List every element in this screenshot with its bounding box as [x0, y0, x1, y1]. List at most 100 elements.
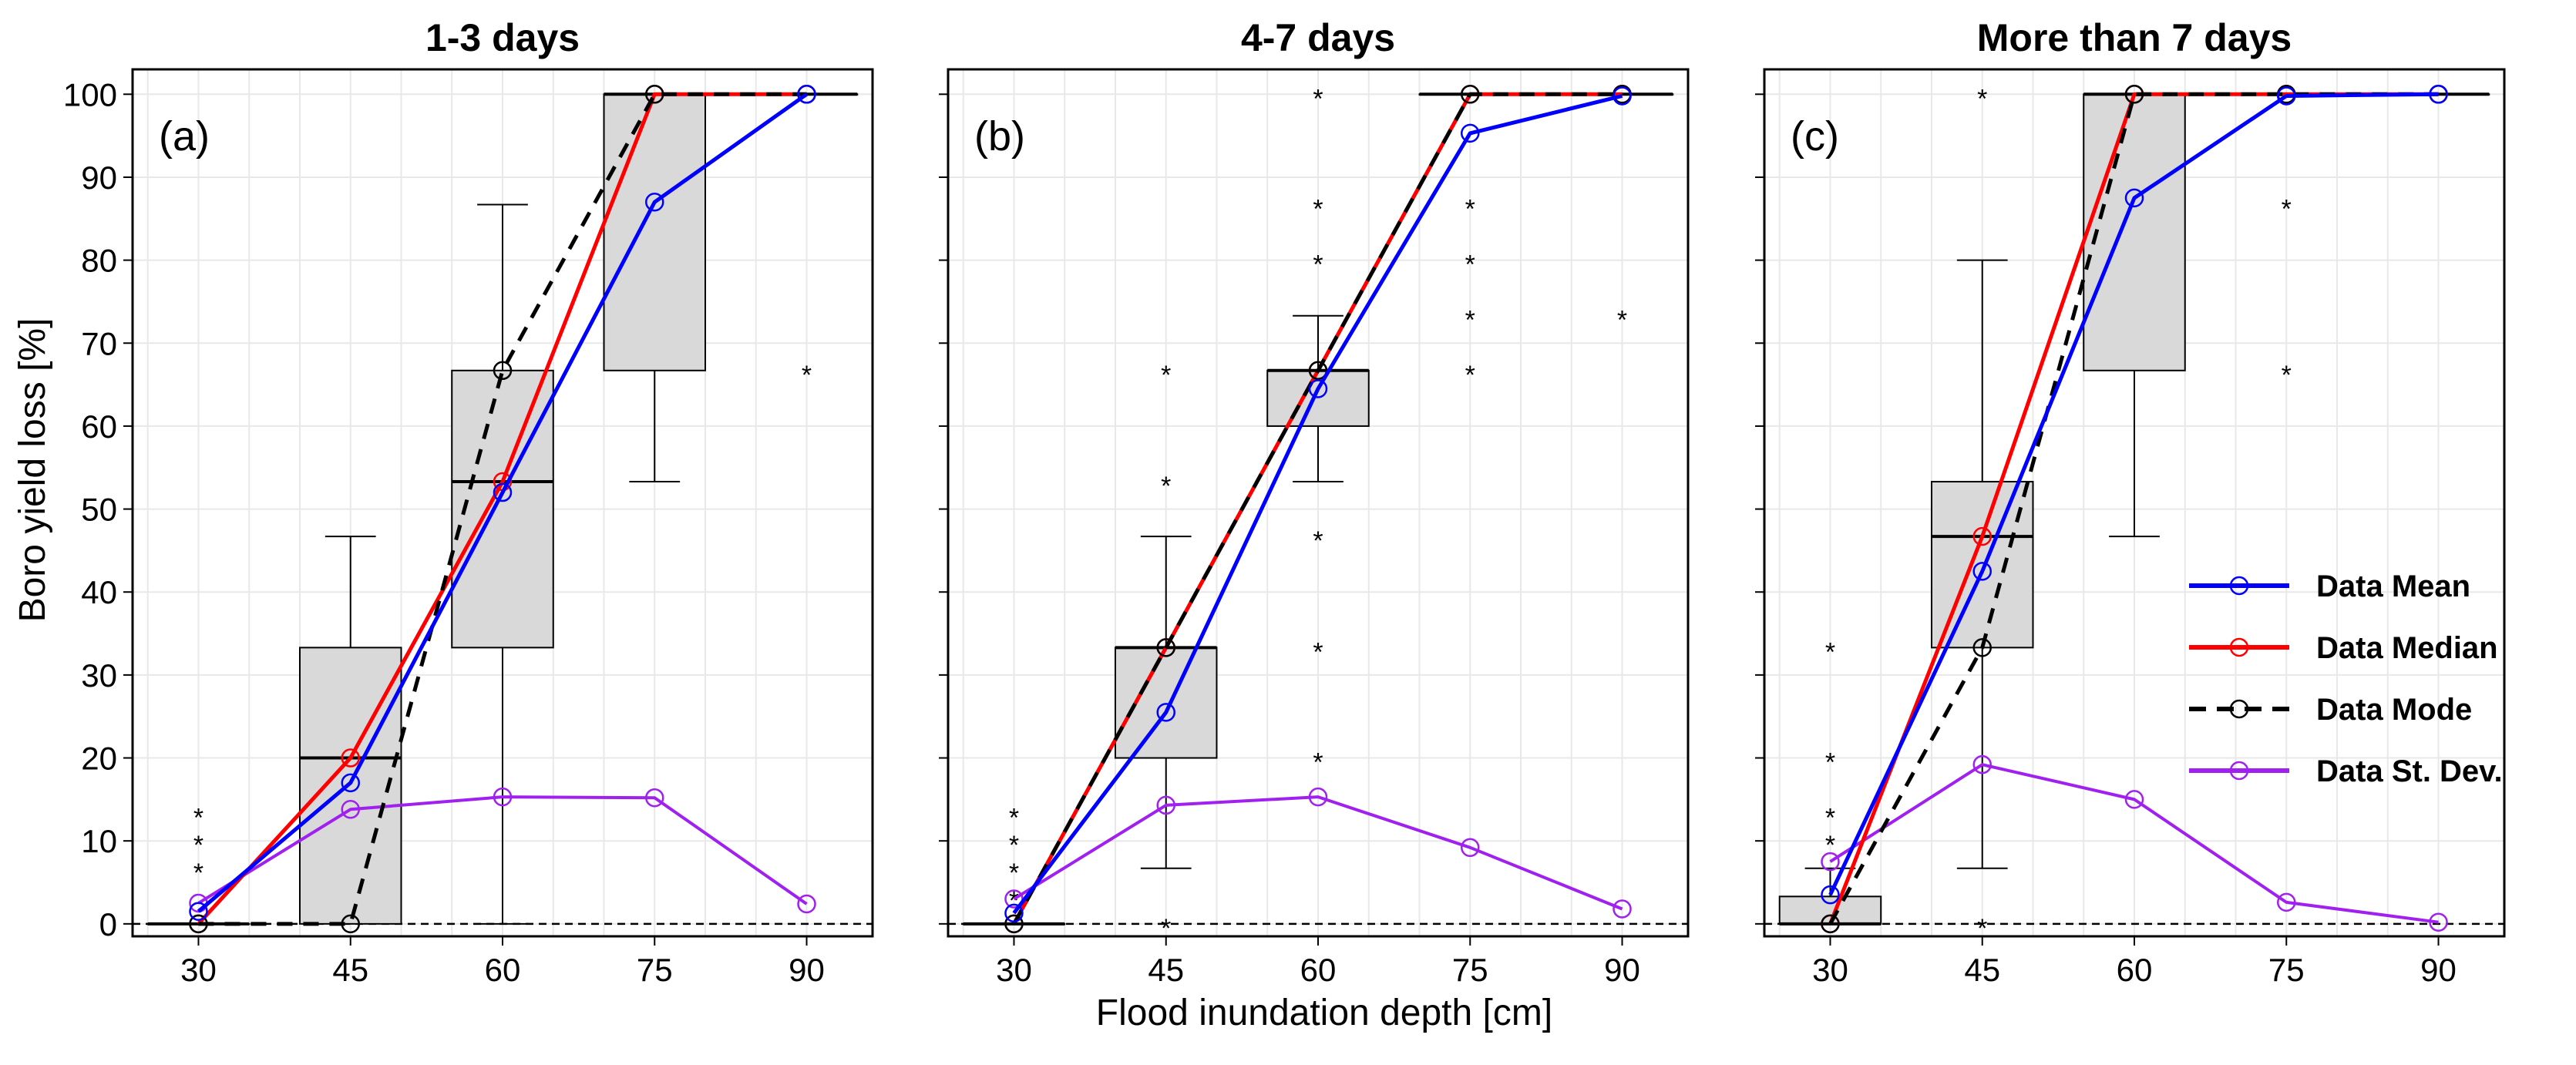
outlier-marker: *: [1617, 306, 1627, 335]
y-axis: 0 10 20 30 40 50 60 70 80 90 100: [63, 76, 133, 942]
outlier-marker: *: [2282, 194, 2292, 223]
series-point: [1004, 903, 1024, 923]
series-line: [1828, 92, 2439, 926]
series-point: [2429, 912, 2448, 932]
panel-2: ******************30 45 60 75 904-7 days(b): [939, 16, 1690, 988]
series-line: [1012, 92, 1623, 926]
y-tick-label: 60: [81, 408, 117, 445]
series-point: [1004, 914, 1024, 934]
series-point: [1613, 899, 1632, 919]
outlier-marker: *: [1465, 306, 1475, 335]
outlier-marker: *: [802, 361, 812, 390]
series-point: [2277, 892, 2296, 912]
series-point: [1821, 852, 1840, 872]
series-point: [1308, 379, 1328, 398]
series-line: [1829, 763, 2439, 924]
series-line: [197, 92, 808, 913]
legend-label: Data Mean: [2316, 569, 2470, 603]
x-tick-label: 45: [332, 952, 368, 988]
series-point: [2124, 85, 2144, 104]
series-point: [1308, 787, 1328, 807]
series-data-mean: [189, 85, 816, 921]
x-axis: 30 45 60 75 90: [180, 936, 825, 988]
series-data-st-dev: [1004, 787, 1632, 919]
box-60: [451, 203, 554, 925]
series-data-st-dev: [189, 787, 816, 914]
box-75: [603, 92, 707, 483]
x-axis: 30 45 60 75 90: [1812, 936, 2457, 988]
y-tick-label: 50: [81, 492, 117, 528]
legend-swatch-marker: [2229, 761, 2249, 781]
x-tick-label: 30: [1812, 952, 1848, 988]
x-tick-label: 90: [789, 952, 825, 988]
series-point: [189, 914, 208, 934]
series-point: [1461, 123, 1480, 143]
outlier-marker: *: [193, 858, 203, 888]
y-tick-label: 20: [81, 741, 117, 777]
x-tick-label: 75: [1452, 952, 1488, 988]
y-tick-label: 80: [81, 243, 117, 279]
series-point: [493, 787, 513, 807]
x-tick-label: 45: [1148, 952, 1184, 988]
y-axis: [939, 93, 948, 925]
panel-title: 4-7 days: [1241, 16, 1395, 59]
outlier-marker: *: [1465, 194, 1475, 223]
series-point: [1972, 526, 1992, 546]
legend-swatch-marker: [2229, 637, 2249, 657]
series-point: [1972, 638, 1992, 657]
panels: ****30 45 60 75 9001020304050607080901001-3 …: [63, 16, 2506, 988]
series-point: [189, 902, 208, 921]
x-tick-label: 30: [180, 952, 217, 988]
legend-swatch-marker: [2229, 576, 2249, 596]
box-30: ****: [1778, 637, 1882, 926]
outlier-marker: *: [1009, 858, 1019, 888]
x-tick-label: 60: [485, 952, 521, 988]
box-30: ****: [962, 803, 1066, 926]
series-point: [1156, 703, 1175, 722]
series-point: [2124, 188, 2144, 208]
series-point: [645, 85, 664, 104]
x-tick-label: 75: [2268, 952, 2305, 988]
series-point: [1156, 638, 1175, 657]
legend: Data Mean Data Median Data Mode Data St. De…: [2189, 569, 2503, 788]
series-point: [797, 85, 816, 104]
series-point: [493, 361, 513, 381]
panel-label: (b): [974, 113, 1025, 160]
legend-item: Data Median: [2189, 631, 2498, 665]
outlier-marker: *: [1977, 84, 1987, 113]
box-iqr: [2083, 93, 2186, 371]
series-line: [1013, 795, 1623, 911]
boxes: ********: [1778, 84, 2490, 943]
y-axis: [1755, 93, 1764, 925]
series-point: [1461, 838, 1480, 858]
panel-label: (c): [1791, 113, 1839, 160]
legend-item: Data Mean: [2189, 569, 2470, 603]
legend-item: Data St. Dev.: [2189, 754, 2503, 788]
outlier-marker: *: [1313, 748, 1323, 778]
y-tick-label: 0: [99, 906, 117, 942]
outlier-marker: *: [1313, 250, 1323, 280]
series-point: [645, 788, 664, 808]
box-iqr: [298, 647, 402, 925]
series-point: [341, 800, 360, 819]
panel-title: More than 7 days: [1977, 16, 2292, 59]
series-point: [1613, 86, 1632, 106]
x-axis: 30 45 60 75 90: [996, 936, 1640, 988]
outlier-marker: *: [193, 803, 203, 832]
y-tick-label: 100: [63, 76, 117, 113]
outlier-marker: *: [1825, 803, 1835, 832]
series-point: [2277, 86, 2296, 106]
box-45: [298, 536, 402, 925]
x-tick-label: 60: [1300, 952, 1337, 988]
outlier-marker: *: [193, 831, 203, 860]
series-point: [2429, 85, 2448, 104]
x-tick-label: 90: [1604, 952, 1640, 988]
outlier-marker: *: [1313, 637, 1323, 667]
x-tick-label: 45: [1964, 952, 2000, 988]
x-tick-label: 90: [2420, 952, 2457, 988]
series-point: [1972, 562, 1992, 581]
series-point: [1821, 914, 1840, 934]
legend-item: Data Mode: [2189, 693, 2472, 727]
